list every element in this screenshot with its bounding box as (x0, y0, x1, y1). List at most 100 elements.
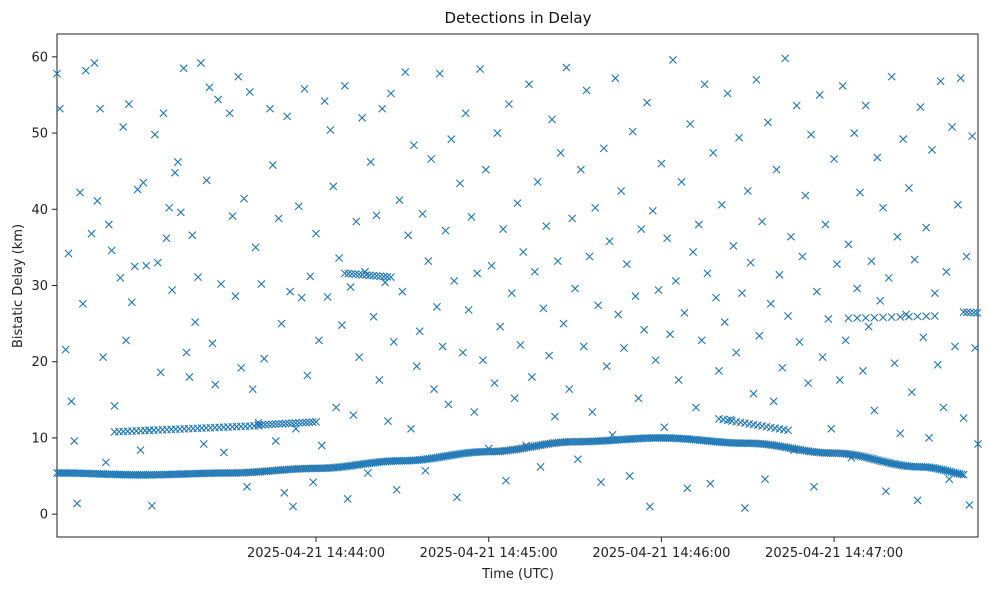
data-point-marker (64, 249, 73, 258)
data-point-marker (314, 336, 323, 345)
data-point-marker (295, 418, 304, 427)
data-point-marker (467, 212, 476, 221)
data-point-marker (320, 97, 329, 106)
data-point-marker (893, 232, 902, 241)
data-point-marker (365, 271, 374, 280)
data-point-marker (278, 419, 287, 428)
data-point-marker (130, 262, 139, 271)
data-point-marker (73, 499, 82, 508)
data-point-marker (251, 243, 260, 252)
data-point-marker (470, 408, 479, 417)
data-point-marker (969, 308, 978, 317)
data-point-marker (637, 225, 646, 234)
data-point-marker (959, 414, 968, 423)
data-point-marker (297, 293, 306, 302)
data-point-marker (76, 188, 85, 197)
data-point-marker (844, 314, 853, 323)
data-point-marker (107, 246, 116, 255)
data-point-marker (674, 376, 683, 384)
data-point-marker (398, 287, 407, 296)
data-point-marker (438, 342, 447, 351)
data-point-marker (956, 74, 965, 83)
data-point-marker (850, 129, 859, 138)
data-point-marker (582, 86, 591, 95)
data-point-marker (298, 418, 307, 427)
data-point-marker (168, 286, 177, 295)
data-point-marker (887, 72, 896, 81)
data-point-marker (873, 153, 882, 162)
data-point-marker (346, 283, 355, 292)
data-point-marker (804, 379, 813, 388)
plot-frame (56, 33, 979, 538)
y-tick-label: 0 (40, 508, 48, 523)
data-point-marker (740, 504, 749, 513)
data-point-marker (110, 401, 119, 410)
data-point-marker (389, 337, 398, 346)
data-point-marker (798, 252, 807, 261)
data-point-marker (775, 270, 784, 279)
data-point-marker (435, 69, 444, 78)
data-point-marker (571, 284, 580, 293)
data-point-marker (689, 247, 698, 256)
data-point-marker (611, 74, 620, 83)
data-point-marker (801, 191, 810, 200)
data-point-marker (910, 255, 919, 264)
data-point-marker (101, 458, 110, 467)
y-axis: 0 10 20 30 40 50 60 (31, 50, 57, 523)
y-tick-label: 10 (31, 431, 48, 446)
data-point-marker (369, 271, 378, 280)
x-tick-label: 2025-04-21 14:47:00 (765, 546, 903, 561)
data-point-marker (746, 258, 755, 267)
data-point-marker (257, 279, 266, 288)
data-point-marker (559, 319, 568, 328)
data-point-marker (668, 55, 677, 64)
data-point-marker (300, 84, 309, 93)
data-point-marker (441, 226, 450, 235)
data-point-marker (424, 257, 433, 266)
data-point-marker (312, 417, 321, 426)
data-point-marker (948, 122, 957, 131)
data-point-marker (234, 72, 243, 81)
data-point-marker (513, 199, 522, 208)
data-point-marker (248, 385, 257, 394)
data-point-marker (680, 308, 689, 317)
data-point-marker (963, 308, 972, 317)
data-point-marker (136, 446, 145, 455)
data-point-marker (329, 182, 338, 191)
data-point-marker (974, 440, 982, 449)
data-point-marker (966, 308, 975, 317)
data-point-marker (907, 388, 916, 397)
data-point-marker (363, 468, 372, 477)
data-point-marker (677, 177, 686, 186)
data-point-marker (784, 426, 793, 435)
data-point-marker (660, 423, 669, 432)
data-point-marker (631, 292, 640, 301)
data-point-marker (700, 80, 709, 89)
data-point-marker (237, 363, 246, 372)
data-point-marker (458, 348, 467, 357)
data-point-marker (579, 342, 588, 351)
data-point-marker (104, 220, 113, 229)
data-point-marker (99, 353, 108, 362)
data-point-marker (879, 203, 888, 212)
data-point-marker (548, 115, 557, 124)
data-point-marker (274, 419, 283, 428)
data-point-marker (369, 312, 378, 321)
data-point-marker (965, 501, 974, 509)
data-point-marker (628, 127, 637, 136)
plot-area (53, 33, 982, 538)
y-tick-label: 40 (31, 203, 48, 218)
data-point-marker (545, 351, 554, 360)
x-tick-label: 2025-04-21 14:44:00 (247, 546, 385, 561)
data-point-marker (930, 289, 939, 298)
data-point-marker (219, 448, 228, 457)
data-point-marker (271, 420, 280, 429)
data-point-marker (922, 312, 931, 321)
data-point-marker (904, 183, 913, 192)
data-point-marker (185, 372, 194, 381)
data-point-marker (683, 484, 692, 493)
data-point-marker (617, 187, 626, 195)
data-point-marker (763, 118, 772, 127)
data-point-marker (358, 113, 367, 122)
data-point-marker (208, 339, 217, 348)
